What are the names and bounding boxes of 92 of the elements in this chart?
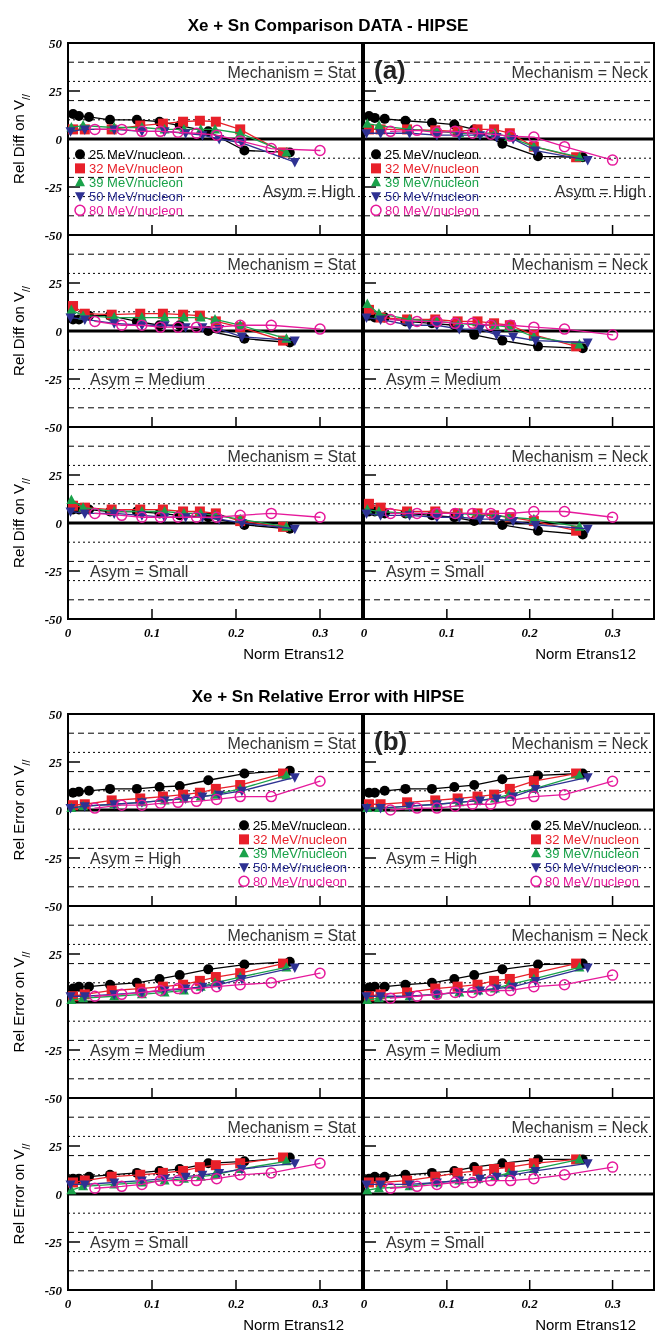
y-tick-label: 25 xyxy=(48,755,63,770)
y-tick-label: 50 xyxy=(49,707,63,722)
y-tick-label: 25 xyxy=(48,84,63,99)
x-tick-label: 0.2 xyxy=(227,625,245,640)
x-axis-title: Norm Etrans12 xyxy=(535,645,636,662)
annotation: Mechanism = Stat xyxy=(227,255,357,273)
y-tick-label: -50 xyxy=(44,228,63,243)
y-tick-label: -25 xyxy=(44,180,63,195)
legend-label: 32 MeV/nucleon xyxy=(545,832,639,848)
annotation: Asym = High xyxy=(386,850,478,867)
legend-label: 80 MeV/nucleon xyxy=(385,203,479,219)
y-tick-label: -50 xyxy=(44,1091,63,1106)
annotation: (a) xyxy=(374,54,406,85)
y-tick-label: 0 xyxy=(55,803,63,818)
legend-label: 39 MeV/nucleon xyxy=(253,846,347,862)
annotation: Mechanism = Neck xyxy=(511,63,649,81)
annotation: Asym = Small xyxy=(386,1234,485,1251)
y-tick-label: -25 xyxy=(44,851,63,866)
y-tick-label: 25 xyxy=(48,276,63,291)
annotation: Asym = Small xyxy=(90,563,189,580)
annotation: Mechanism = Stat xyxy=(227,734,357,752)
legend-label: 25 MeV/nucleon xyxy=(253,818,347,834)
annotation: Mechanism = Stat xyxy=(227,926,357,944)
legend-label: 25 MeV/nucleon xyxy=(545,818,639,834)
annotation: Asym = Small xyxy=(90,1234,189,1251)
annotation: Asym = High xyxy=(554,182,646,200)
x-axis-title: Norm Etrans12 xyxy=(535,1316,636,1333)
y-tick-label: 25 xyxy=(48,1139,63,1154)
legend-label: 80 MeV/nucleon xyxy=(253,874,347,890)
annotation: Mechanism = Neck xyxy=(511,447,649,465)
y-tick-label: 25 xyxy=(48,468,63,483)
y-tick-label: 0 xyxy=(55,995,63,1010)
x-axis-title: Norm Etrans12 xyxy=(243,1316,344,1333)
legend-label: 80 MeV/nucleon xyxy=(545,874,639,890)
legend-label: 25 MeV/nucleon xyxy=(385,147,479,163)
y-tick-label: -50 xyxy=(44,420,63,435)
legend-label: 32 MeV/nucleon xyxy=(89,161,183,177)
y-tick-label: -50 xyxy=(44,899,63,914)
x-tick-label: 0.3 xyxy=(311,1296,329,1311)
x-tick-label: 0 xyxy=(360,1296,368,1311)
legend-label: 25 MeV/nucleon xyxy=(89,147,183,163)
legend-label: 32 MeV/nucleon xyxy=(385,161,479,177)
annotation: Asym = High xyxy=(90,850,182,867)
legend-label: 39 MeV/nucleon xyxy=(89,175,183,191)
legend-label: 32 MeV/nucleon xyxy=(253,832,347,848)
annotation: (b) xyxy=(374,725,408,756)
x-tick-label: 0.1 xyxy=(438,1296,455,1311)
legend-label: 50 MeV/nucleon xyxy=(89,189,183,205)
annotation: Mechanism = Neck xyxy=(511,255,649,273)
annotation: Asym = Medium xyxy=(386,1042,502,1059)
x-tick-label: 0.1 xyxy=(143,625,161,640)
x-tick-label: 0.3 xyxy=(604,625,622,640)
y-tick-label: 0 xyxy=(55,516,63,531)
x-tick-label: 0.1 xyxy=(438,625,455,640)
y-tick-label: -25 xyxy=(44,564,63,579)
legend-label: 50 MeV/nucleon xyxy=(385,189,479,205)
x-tick-label: 0.2 xyxy=(227,1296,245,1311)
x-tick-label: 0.3 xyxy=(311,625,329,640)
x-tick-label: 0.3 xyxy=(604,1296,622,1311)
x-tick-label: 0.2 xyxy=(521,1296,539,1311)
legend-label: 39 MeV/nucleon xyxy=(385,175,479,191)
y-tick-label: 25 xyxy=(48,947,63,962)
annotation: Asym = Small xyxy=(386,563,485,580)
x-tick-label: 0.2 xyxy=(521,625,539,640)
y-tick-label: 50 xyxy=(49,36,63,51)
legend-label: 50 MeV/nucleon xyxy=(545,860,639,876)
y-tick-label: -25 xyxy=(44,372,63,387)
annotation: Mechanism = Stat xyxy=(227,1118,357,1136)
y-tick-label: -25 xyxy=(44,1235,63,1250)
x-axis-title: Norm Etrans12 xyxy=(243,645,344,662)
chart-title: Xe + Sn Relative Error with HIPSE xyxy=(191,687,465,706)
annotation: Mechanism = Neck xyxy=(511,1118,649,1136)
annotation: Asym = High xyxy=(262,182,354,200)
legend-label: 39 MeV/nucleon xyxy=(545,846,639,862)
y-tick-label: 0 xyxy=(55,132,63,147)
annotation: Asym = Medium xyxy=(386,371,502,388)
y-tick-label: 0 xyxy=(55,1187,63,1202)
y-tick-label: 0 xyxy=(55,324,63,339)
x-tick-label: 0.1 xyxy=(143,1296,161,1311)
annotation: Mechanism = Neck xyxy=(511,926,649,944)
chart-title: Xe + Sn Comparison DATA - HIPSE xyxy=(187,16,469,35)
x-tick-label: 0 xyxy=(360,625,368,640)
y-tick-label: -50 xyxy=(44,612,63,627)
annotation: Asym = Medium xyxy=(90,1042,206,1059)
annotation: Mechanism = Stat xyxy=(227,63,357,81)
annotation: Mechanism = Neck xyxy=(511,734,649,752)
annotation: Asym = Medium xyxy=(90,371,206,388)
annotation: Mechanism = Stat xyxy=(227,447,357,465)
y-tick-label: -25 xyxy=(44,1043,63,1058)
legend-label: 80 MeV/nucleon xyxy=(89,203,183,219)
y-tick-label: -50 xyxy=(44,1283,63,1298)
legend-label: 50 MeV/nucleon xyxy=(253,860,347,876)
